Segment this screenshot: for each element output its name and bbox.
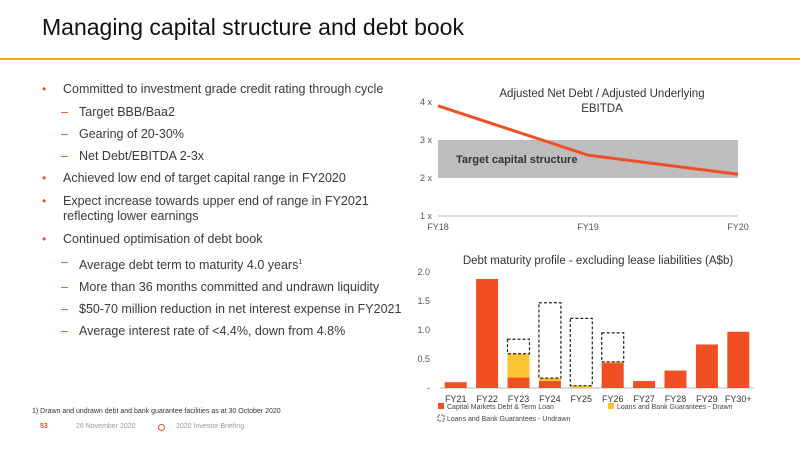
- bar-chart-title: Debt maturity profile - excluding lease …: [463, 255, 734, 267]
- sub-bullet-4-4: Average interest rate of <4.4%, down fro…: [42, 324, 402, 339]
- footnote: 1) Drawn and undrawn debt and bank guara…: [32, 408, 281, 415]
- footnote-marker: 1: [298, 259, 303, 266]
- line-xtick-label: FY20: [727, 222, 749, 232]
- footer-date: 26 November 2020: [76, 423, 136, 430]
- drawn-bar: [570, 385, 593, 388]
- legend-label: Loans and Bank Guarantees - Undrawn: [447, 416, 570, 423]
- term-loan-bar: [695, 344, 718, 388]
- bar-ytick-label: 1.0: [417, 325, 430, 335]
- undrawn-bar: [601, 332, 625, 363]
- legend-label: Capital Markets Debt & Term Loan: [447, 404, 554, 411]
- term-loan-bar: [633, 381, 656, 388]
- sub-bullet-4-3: $50-70 million reduction in net interest…: [42, 302, 402, 317]
- line-xtick-label: FY19: [577, 222, 599, 232]
- undrawn-bar: [569, 317, 593, 387]
- drawn-bar: [538, 378, 561, 382]
- sub-bullet-1-2: Gearing of 20-30%: [42, 127, 402, 142]
- bar-ytick-label: -: [427, 383, 430, 393]
- sub-bullet-4-1-text: Average debt term to maturity 4.0 years: [79, 258, 299, 273]
- term-loan-bar: [507, 377, 530, 388]
- net-debt-ebitda-chart: Adjusted Net Debt / Adjusted Underlying …: [420, 88, 749, 232]
- footer-event: 2020 Investor Briefing: [176, 423, 245, 430]
- bar-ytick-label: 1.5: [417, 296, 430, 306]
- legend-label: Loans and Bank Guarantees - Drawn: [617, 404, 733, 411]
- page-number: 53: [40, 423, 48, 430]
- sub-bullet-4-2: More than 36 months committed and undraw…: [42, 280, 402, 295]
- bullet-3: Expect increase towards upper end of ran…: [42, 194, 402, 224]
- line-chart-title-2: EBITDA: [581, 103, 623, 115]
- bar-xtick-label: FY29: [696, 394, 718, 404]
- line-xtick-label: FY18: [427, 222, 449, 232]
- line-ytick-label: 1 x: [420, 211, 433, 221]
- term-loan-bar: [727, 331, 750, 388]
- bar-xtick-label: FY24: [539, 394, 561, 404]
- debt-maturity-chart: Debt maturity profile - excluding lease …: [417, 255, 754, 423]
- line-ytick-label: 2 x: [420, 173, 433, 183]
- bar-xtick-label: FY23: [508, 394, 530, 404]
- bar-xtick-label: FY21: [445, 394, 467, 404]
- bar-xtick-label: FY25: [571, 394, 593, 404]
- bar-xtick-label: FY22: [476, 394, 498, 404]
- bullet-1: Committed to investment grade credit rat…: [42, 82, 402, 97]
- line-chart-title-1: Adjusted Net Debt / Adjusted Underlying: [499, 88, 704, 100]
- circle-icon: [158, 424, 165, 431]
- term-loan-bar: [444, 382, 467, 388]
- term-loan-bar: [476, 278, 499, 388]
- sub-bullet-1-1: Target BBB/Baa2: [42, 105, 402, 120]
- target-capital-label: Target capital structure: [456, 154, 577, 166]
- undrawn-bar: [506, 338, 531, 355]
- term-loan-bar: [538, 381, 561, 388]
- bar-ytick-label: 0.5: [417, 354, 430, 364]
- legend-swatch: [608, 403, 614, 409]
- sub-bullet-1-3: Net Debt/EBITDA 2-3x: [42, 149, 402, 164]
- bar-xtick-label: FY26: [602, 394, 624, 404]
- bullet-list: Committed to investment grade credit rat…: [42, 82, 402, 346]
- bullet-4: Continued optimisation of debt book: [42, 232, 402, 247]
- bar-xtick-label: FY30+: [725, 394, 752, 404]
- bullet-2: Achieved low end of target capital range…: [42, 171, 402, 186]
- legend-swatch: [438, 403, 444, 409]
- drawn-bar: [507, 353, 530, 378]
- sub-bullet-4-1: Average debt term to maturity 4.0 years1: [42, 255, 402, 273]
- legend-swatch: [437, 414, 445, 422]
- bar-xtick-label: FY27: [633, 394, 655, 404]
- term-loan-bar: [664, 370, 687, 388]
- title-divider: [0, 58, 800, 60]
- undrawn-bar: [538, 302, 562, 379]
- target-capital-band: [438, 140, 738, 178]
- net-debt-ebitda-line: [437, 104, 739, 176]
- bar-ytick-label: 2.0: [417, 267, 430, 277]
- line-ytick-label: 4 x: [420, 97, 433, 107]
- slide-title: Managing capital structure and debt book: [42, 14, 464, 40]
- term-loan-bar: [601, 363, 624, 388]
- bar-xtick-label: FY28: [665, 394, 687, 404]
- line-ytick-label: 3 x: [420, 135, 433, 145]
